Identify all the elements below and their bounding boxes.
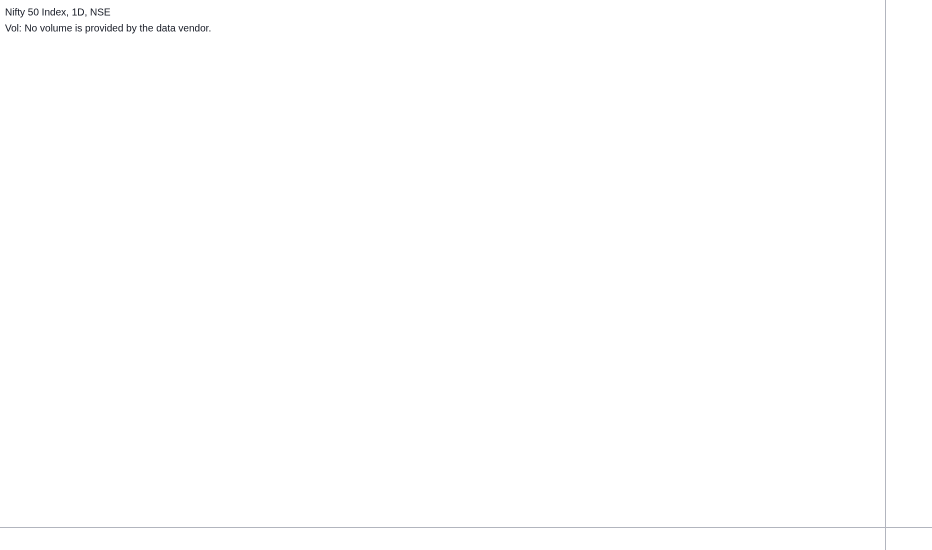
chart-subtitle: Vol: No volume is provided by the data v… xyxy=(5,24,211,35)
chart-title: Nifty 50 Index, 1D, NSE xyxy=(5,8,111,19)
